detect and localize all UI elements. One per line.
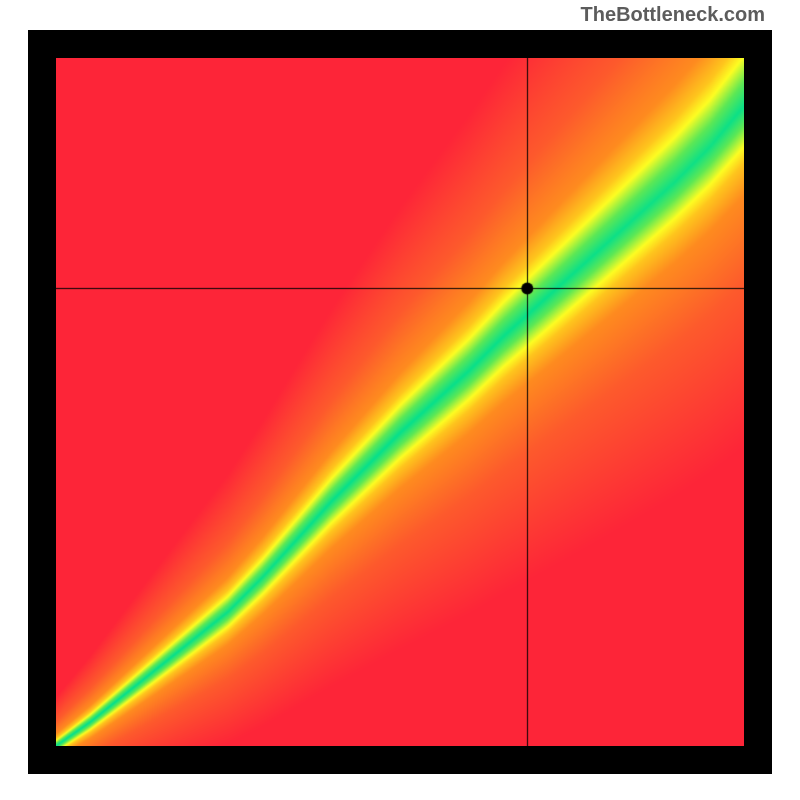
attribution-text: TheBottleneck.com [581,4,765,27]
heatmap-canvas [56,58,744,746]
chart-container: TheBottleneck.com [0,0,800,800]
plot-frame [28,30,772,774]
